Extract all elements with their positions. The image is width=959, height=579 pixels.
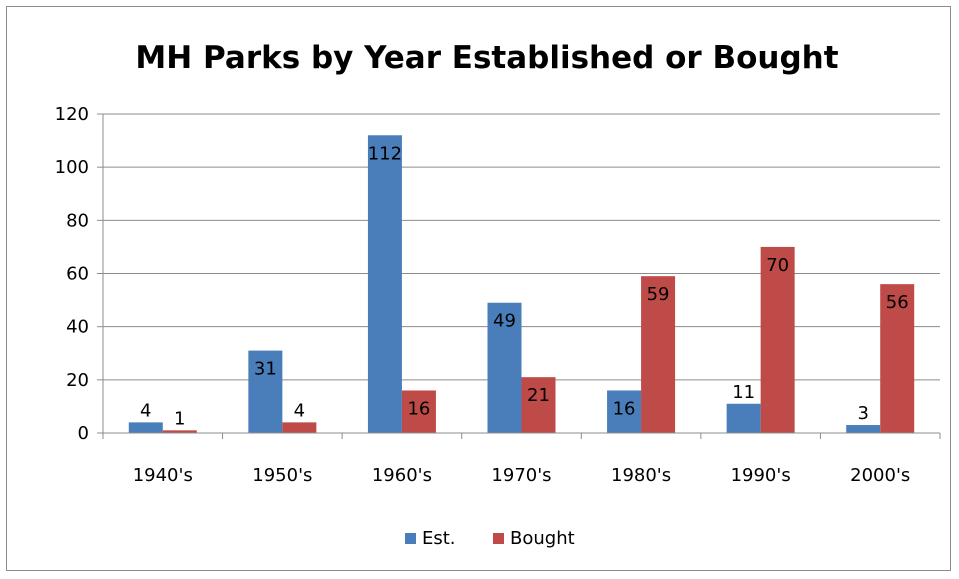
data-label: 56 — [886, 292, 909, 313]
data-label: 59 — [647, 284, 670, 305]
legend-swatch — [405, 533, 416, 544]
legend: Est. Bought — [405, 528, 575, 549]
y-tick-label: 100 — [55, 157, 89, 178]
bar-est-6 — [846, 425, 881, 433]
bar-est-4 — [607, 390, 642, 433]
x-tick-label: 2000's — [850, 465, 910, 486]
bar-est-2 — [367, 135, 402, 433]
bar-bought-3 — [521, 377, 556, 433]
data-label: 70 — [766, 255, 789, 276]
y-tick-label: 120 — [55, 104, 89, 125]
bar-est-1 — [248, 350, 283, 433]
y-tick-label: 20 — [66, 370, 89, 391]
data-label: 16 — [407, 398, 430, 419]
x-tick-label: 1990's — [731, 465, 791, 486]
x-tick-label: 1960's — [372, 465, 432, 486]
bar-est-3 — [487, 302, 522, 433]
y-tick-label: 40 — [66, 317, 89, 338]
data-label: 4 — [294, 400, 305, 421]
y-tick-label: 0 — [78, 423, 89, 444]
axes: 0 20 40 60 80 100 120 1940's 1950's 1960's 1970's 1… — [55, 104, 941, 486]
data-label: 16 — [613, 398, 636, 419]
gridlines — [103, 113, 940, 381]
data-label: 49 — [493, 311, 516, 332]
data-label: 21 — [527, 385, 550, 406]
x-tick-label: 1970's — [491, 465, 551, 486]
y-tick-label: 80 — [66, 210, 89, 231]
legend-label: Est. — [422, 528, 456, 549]
x-tick-label: 1940's — [133, 465, 193, 486]
data-label: 112 — [368, 143, 402, 164]
bar-bought-6 — [880, 284, 915, 433]
data-label: 31 — [254, 359, 277, 380]
bar-bought-5 — [760, 246, 795, 433]
data-label: 4 — [140, 400, 151, 421]
bar-bought-0 — [162, 430, 197, 433]
bars — [128, 135, 915, 433]
bar-bought-2 — [401, 390, 436, 433]
data-label: 11 — [732, 382, 755, 403]
legend-swatch — [493, 533, 504, 544]
data-label: 3 — [857, 403, 868, 424]
bar-est-5 — [726, 403, 761, 433]
y-tick-label: 60 — [66, 264, 89, 285]
legend-label: Bought — [510, 528, 575, 549]
bar-est-0 — [128, 422, 163, 433]
bar-bought-1 — [282, 422, 317, 433]
data-label: 1 — [174, 408, 185, 429]
x-tick-label: 1950's — [252, 465, 312, 486]
bar-bought-4 — [641, 276, 676, 433]
x-tick-label: 1980's — [611, 465, 671, 486]
chart-title: MH Parks by Year Established or Bought — [135, 40, 838, 76]
